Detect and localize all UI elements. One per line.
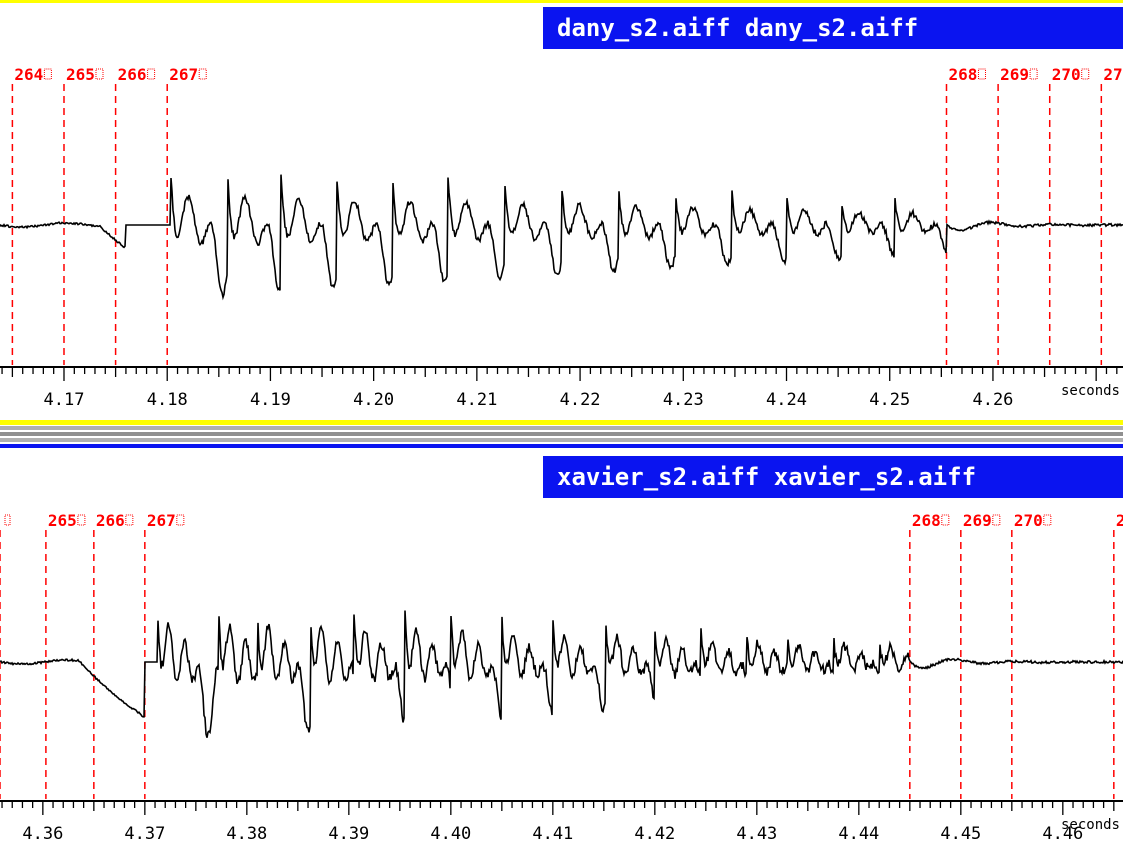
divider-gray-band: [0, 426, 1123, 430]
marker-label[interactable]: 266: [118, 65, 147, 84]
tick-label: 4.36: [22, 824, 63, 844]
marker-label[interactable]: 269: [1000, 65, 1029, 84]
tick-label: 4.25: [869, 390, 910, 410]
tick-label: 4.39: [328, 824, 369, 844]
marker-end-glyph: [198, 68, 207, 80]
marker-end-glyph: [4, 514, 11, 526]
tick-label: 4.23: [663, 390, 704, 410]
tick-label: 4.37: [124, 824, 165, 844]
tick-label: 4.43: [736, 824, 777, 844]
tick-label: 4.21: [456, 390, 497, 410]
waveform-plot-top[interactable]: 264 265 266 267 268 269 270 271 4.17 4.18 4.19 4.20…: [0, 0, 1123, 420]
marker-label[interactable]: 265: [48, 511, 77, 530]
marker-end-glyph: [1043, 514, 1052, 526]
marker-label[interactable]: 267: [147, 511, 176, 530]
marker-end-glyph: [992, 514, 1001, 526]
waveform-plot-bottom[interactable]: 265 266 267 268 269 270 271 4.36 4.37 4.38 4.39 4.4…: [0, 448, 1123, 850]
marker-label[interactable]: 270: [1014, 511, 1043, 530]
waveform-panel-top[interactable]: 264 265 266 267 268 269 270 271 4.17 4.18 4.19 4.20…: [0, 0, 1123, 420]
tick-label: 4.19: [250, 390, 291, 410]
axis-unit-label: seconds: [1061, 383, 1120, 399]
marker-end-glyph: [1081, 68, 1090, 80]
marker-label[interactable]: 271: [1103, 65, 1123, 84]
marker-label[interactable]: 268: [948, 65, 977, 84]
marker-label[interactable]: 271: [1116, 511, 1123, 530]
marker-end-glyph: [125, 514, 134, 526]
panel-divider[interactable]: [0, 420, 1123, 448]
tick-label: 4.38: [226, 824, 267, 844]
marker-end-glyph: [176, 514, 185, 526]
marker-end-glyph: [77, 514, 86, 526]
marker-end-glyph: [95, 68, 104, 80]
divider-gray-band: [0, 432, 1123, 436]
marker-label[interactable]: 267: [169, 65, 198, 84]
tick-label: 4.20: [353, 390, 394, 410]
marker-label[interactable]: 269: [963, 511, 992, 530]
panel-title-top[interactable]: dany_s2.aiff dany_s2.aiff: [543, 7, 1123, 49]
divider-gray-band: [0, 438, 1123, 442]
waveform-trace[interactable]: [0, 174, 1123, 301]
tick-label: 4.46: [1042, 824, 1083, 844]
marker-end-glyph: [941, 514, 950, 526]
tick-label: 4.24: [766, 390, 807, 410]
tick-label: 4.26: [972, 390, 1013, 410]
divider-blue-band: [0, 444, 1123, 448]
tick-label: 4.41: [532, 824, 573, 844]
tick-label: 4.40: [430, 824, 471, 844]
marker-end-glyph: [1029, 68, 1038, 80]
marker-end-glyph: [977, 68, 986, 80]
tick-label: 4.18: [147, 390, 188, 410]
tick-label: 4.22: [560, 390, 601, 410]
marker-label[interactable]: 266: [96, 511, 125, 530]
panel-title-bottom[interactable]: xavier_s2.aiff xavier_s2.aiff: [543, 456, 1123, 498]
marker-label[interactable]: 270: [1052, 65, 1081, 84]
tick-label: 4.42: [634, 824, 675, 844]
marker-label[interactable]: 265: [66, 65, 95, 84]
marker-label[interactable]: 268: [912, 511, 941, 530]
tick-label: 4.44: [838, 824, 879, 844]
marker-end-glyph: [147, 68, 156, 80]
marker-label[interactable]: 264: [14, 65, 43, 84]
waveform-trace[interactable]: [0, 610, 1123, 738]
waveform-panel-bottom[interactable]: 265 266 267 268 269 270 271 4.36 4.37 4.38 4.39 4.4…: [0, 448, 1123, 850]
tick-label: 4.45: [940, 824, 981, 844]
axis-unit-label: seconds: [1061, 817, 1120, 833]
marker-end-glyph: [43, 68, 52, 80]
top-accent-line: [0, 0, 1123, 3]
tick-label: 4.17: [44, 390, 85, 410]
divider-yellow-band: [0, 420, 1123, 425]
